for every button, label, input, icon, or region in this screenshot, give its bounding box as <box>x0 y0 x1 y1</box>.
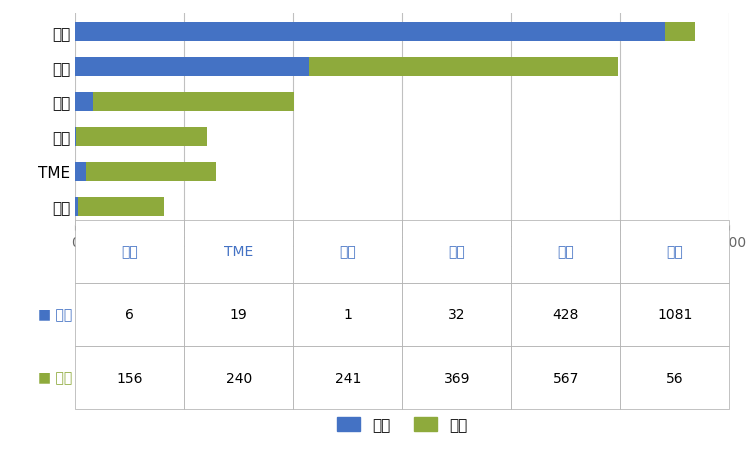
Bar <box>75 58 308 77</box>
Bar <box>75 23 665 42</box>
Bar <box>86 162 217 182</box>
Bar <box>665 23 695 42</box>
Bar <box>75 93 92 112</box>
Bar <box>78 197 163 216</box>
Legend: 原告, 被告: 原告, 被告 <box>332 411 473 438</box>
Bar <box>92 93 294 112</box>
Bar <box>308 58 617 77</box>
Bar <box>76 127 207 147</box>
Bar <box>75 197 78 216</box>
Bar <box>75 162 86 182</box>
